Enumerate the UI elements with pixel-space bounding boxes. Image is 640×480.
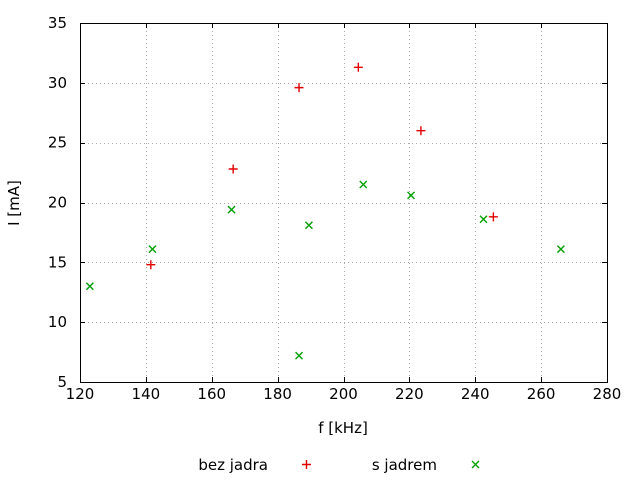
x-axis-title: f [kHz]: [318, 419, 368, 437]
data-point-s-jadrem: [407, 191, 416, 200]
x-tick-label: 240: [461, 385, 490, 403]
x-tick-label: 280: [593, 385, 622, 403]
x-tick-label: 220: [395, 385, 424, 403]
data-point-s-jadrem: [85, 282, 94, 291]
y-axis-title: I [mA]: [5, 180, 23, 226]
y-tick-label: 10: [48, 313, 67, 331]
data-point-bez-jadra: [146, 260, 156, 270]
data-point-bez-jadra: [416, 126, 426, 136]
x-tick-label: 180: [263, 385, 292, 403]
y-tick-label: 30: [48, 74, 67, 92]
y-tick-label: 20: [48, 194, 67, 212]
data-point-bez-jadra: [353, 62, 363, 72]
data-point-s-jadrem: [227, 205, 236, 214]
x-tick-label: 140: [132, 385, 161, 403]
x-tick-label: 120: [66, 385, 95, 403]
data-point-bez-jadra: [488, 212, 498, 222]
data-point-s-jadrem: [359, 180, 368, 189]
y-tick-label: 5: [57, 373, 67, 391]
y-tick-label: 35: [48, 14, 67, 32]
data-point-bez-jadra: [294, 83, 304, 93]
plus-marker-icon: [302, 460, 311, 469]
data-point-bez-jadra: [228, 164, 238, 174]
legend-label-bez-jadra: bez jadra: [198, 456, 268, 474]
data-point-s-jadrem: [479, 215, 488, 224]
data-point-s-jadrem: [556, 245, 565, 254]
plus-glyph: [302, 460, 311, 469]
data-point-s-jadrem: [304, 221, 313, 230]
data-point-s-jadrem: [295, 351, 304, 360]
cross-marker-icon: [471, 460, 480, 469]
legend-label-s-jadrem: s jadrem: [371, 456, 437, 474]
cross-glyph: [471, 460, 480, 469]
y-tick-label: 25: [48, 134, 67, 152]
x-tick-label: 160: [197, 385, 226, 403]
x-tick-label: 260: [527, 385, 556, 403]
y-tick-label: 15: [48, 253, 67, 271]
x-tick-label: 200: [329, 385, 358, 403]
data-point-s-jadrem: [148, 245, 157, 254]
